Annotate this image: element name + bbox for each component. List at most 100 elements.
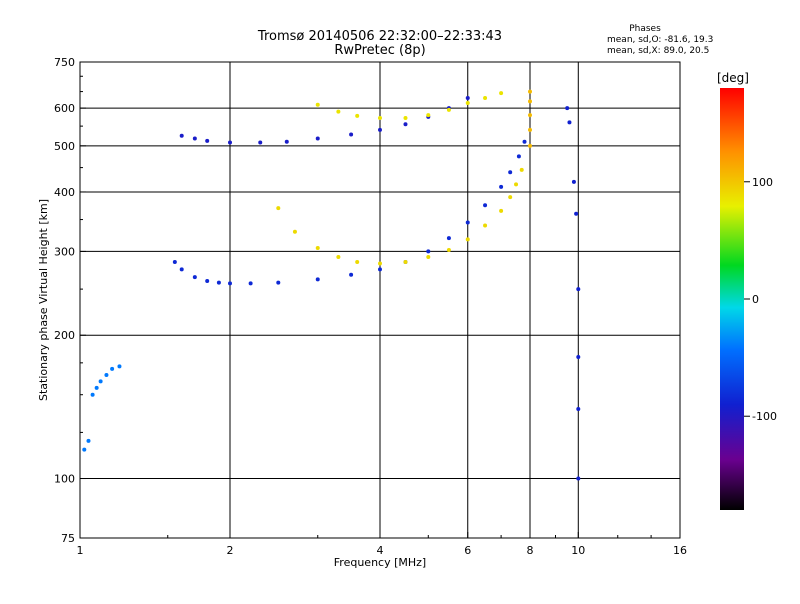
x-tick-label: 1 [77,544,84,557]
data-point [98,379,103,384]
data-point [516,154,521,159]
y-tick-label: 100 [54,473,75,486]
data-point [403,116,408,121]
x-tick-label: 16 [673,544,687,557]
data-point [571,179,576,184]
data-point [528,143,532,148]
data-point [465,101,470,106]
data-point [228,281,232,286]
data-point [508,195,513,200]
data-point [104,373,109,378]
colorbar [720,88,744,510]
data-point [378,116,382,121]
x-tick-label: 2 [227,544,234,557]
data-point [378,127,382,132]
y-tick-label: 500 [54,140,75,153]
y-tick-label: 750 [54,56,75,69]
data-point [426,249,431,254]
colorbar-ticks: 100 0 -100 [744,176,777,423]
stats-line-x: mean, sd,X: 89.0, 20.5 [607,46,709,56]
data-point [522,139,527,144]
y-tick-label: 75 [61,532,75,545]
data-point [179,267,184,272]
data-point [514,182,519,187]
data-point [315,136,320,141]
data-point [465,237,470,242]
data-point [117,364,122,369]
data-point [483,96,488,101]
data-point [179,133,184,138]
data-point [403,122,408,127]
data-point [403,260,408,265]
x-axis: 1 2 4 6 8 10 16 [77,532,687,557]
y-tick-label: 600 [54,102,75,115]
x-tick-label: 4 [377,544,384,557]
x-axis-label: Frequency [MHz] [334,556,426,569]
data-point [349,272,354,277]
data-point [276,280,281,285]
stats-line-o: mean, sd,O: -81.6, 19.3 [607,35,713,45]
data-point [519,167,524,172]
data-point [528,99,532,104]
data-point [90,392,95,397]
data-point [192,275,197,280]
y-tick-label: 400 [54,186,75,199]
data-point [82,447,87,452]
data-point [378,267,382,272]
data-point [94,385,99,390]
data-point [508,170,513,175]
data-point [228,140,232,145]
chart-subtitle: RwPretec (8p) [334,43,425,58]
data-point [528,127,532,132]
colorbar-tick-label: 100 [752,176,773,189]
y-tick-label: 200 [54,329,75,342]
data-point [483,203,488,208]
data-point [378,261,382,266]
data-point [465,96,470,101]
chart-title: Tromsø 20140506 22:32:00–22:33:43 [257,29,502,44]
data-point [499,184,504,189]
data-point [576,406,581,411]
data-point [499,91,504,96]
data-point [205,138,210,143]
data-point [86,438,91,443]
data-point [528,113,532,118]
stats-heading: Phases [629,24,661,34]
y-tick-label: 300 [54,245,75,258]
data-point [499,208,504,213]
data-point [336,109,341,114]
data-point [276,206,281,211]
data-point [576,355,581,360]
x-tick-label: 6 [464,544,471,557]
data-point [172,260,177,265]
x-tick-label: 8 [527,544,534,557]
data-point [446,248,451,253]
data-point [315,102,320,107]
data-point [315,277,320,282]
data-point [576,476,581,481]
data-point [315,246,320,251]
data-point [426,255,431,260]
colorbar-tick-label: 0 [752,293,759,306]
y-axis-label: Stationary phase Virtual Height [km] [37,199,50,401]
colorbar-tick-label: -100 [752,410,777,423]
data-point [248,281,253,286]
data-point [110,366,115,371]
x-tick-label: 10 [571,544,585,557]
data-point [574,211,579,216]
data-point [355,113,360,118]
data-point [205,279,210,284]
data-point [567,120,572,125]
data-point [355,260,360,265]
data-point [292,229,297,234]
data-point [446,236,451,241]
data-point [349,132,354,137]
data-point [483,223,488,228]
data-point [336,255,341,260]
data-point [576,287,581,292]
data-point [192,136,197,141]
data-point [216,280,221,285]
data-point [284,139,289,144]
